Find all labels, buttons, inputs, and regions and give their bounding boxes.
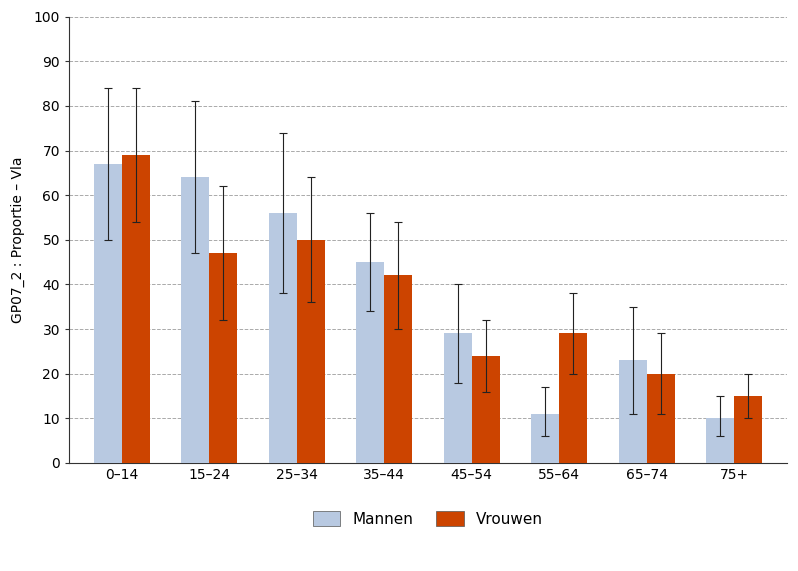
Legend: Mannen, Vrouwen: Mannen, Vrouwen [313,511,543,526]
Bar [121,155,149,463]
Bar [269,213,297,463]
Bar [647,373,675,463]
Bar [384,275,413,463]
Bar [93,164,121,463]
Bar [618,360,647,463]
Bar [472,356,500,463]
Bar [209,253,237,463]
Bar [297,240,325,463]
Bar [559,333,587,463]
Bar [734,396,762,463]
Bar [181,177,209,463]
Y-axis label: GP07_2 : Proportie – Vla: GP07_2 : Proportie – Vla [11,156,26,323]
Bar [444,333,472,463]
Bar [706,419,734,463]
Bar [531,414,559,463]
Bar [356,262,384,463]
